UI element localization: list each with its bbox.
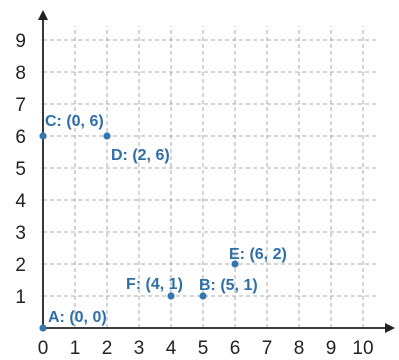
y-tick-label: 5 — [15, 159, 26, 180]
point-label-a: A: (0, 0) — [48, 309, 107, 326]
point-c — [39, 132, 47, 140]
y-axis-arrow — [38, 10, 48, 20]
y-tick-label: 4 — [15, 191, 26, 212]
x-tick-label: 3 — [134, 338, 145, 359]
point-b — [199, 292, 207, 300]
x-tick-label: 1 — [70, 338, 81, 359]
x-axis-arrow — [385, 323, 395, 333]
x-tick-label: 9 — [326, 338, 337, 359]
point-e — [231, 260, 239, 268]
axes — [38, 10, 395, 333]
point-labels: A: (0, 0) B: (5, 1) C: (0, 6) D: (2, 6) E: (… — [45, 113, 287, 326]
data-points — [39, 132, 239, 332]
point-a — [39, 324, 47, 332]
y-tick-label: 3 — [15, 223, 26, 244]
y-tick-label: 1 — [15, 287, 26, 308]
y-tick-label: 6 — [15, 127, 26, 148]
x-tick-label: 8 — [294, 338, 305, 359]
point-label-f: F: (4, 1) — [126, 276, 183, 293]
x-tick-label: 7 — [262, 338, 273, 359]
x-tick-label: 2 — [102, 338, 113, 359]
grid-lines — [43, 26, 379, 328]
x-tick-label: 0 — [38, 338, 49, 359]
x-tick-label: 5 — [198, 338, 209, 359]
y-tick-label: 8 — [15, 63, 26, 84]
point-label-b: B: (5, 1) — [199, 277, 258, 294]
point-label-e: E: (6, 2) — [229, 246, 287, 263]
x-tick-label: 10 — [352, 338, 373, 359]
y-tick-label: 9 — [15, 31, 26, 52]
x-tick-label: 6 — [230, 338, 241, 359]
point-label-d: D: (2, 6) — [111, 147, 170, 164]
point-f — [167, 292, 175, 300]
point-d — [103, 132, 111, 140]
point-label-c: C: (0, 6) — [45, 113, 104, 130]
y-tick-label: 7 — [15, 95, 26, 116]
y-tick-label: 2 — [15, 255, 26, 276]
x-tick-label: 4 — [166, 338, 177, 359]
